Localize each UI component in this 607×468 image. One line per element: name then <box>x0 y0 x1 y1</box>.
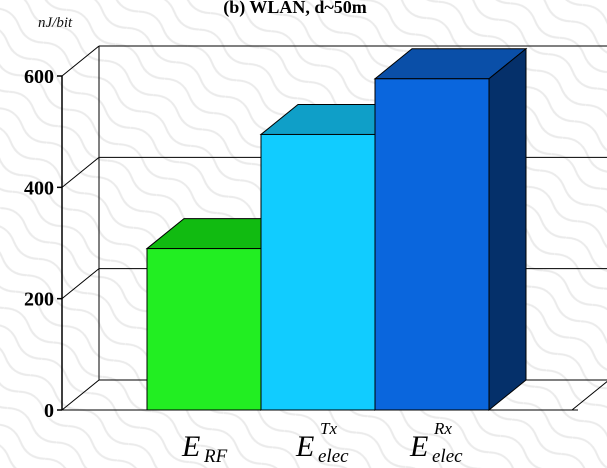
category-label-sup: Tx <box>320 419 337 438</box>
y-tick-label: 200 <box>24 289 54 311</box>
bars <box>145 47 528 412</box>
category-label-sub: RF <box>203 446 228 467</box>
category-label: E RF <box>181 430 228 467</box>
bar-front <box>374 78 490 411</box>
floor-right-edge <box>571 380 607 411</box>
y-axis-unit: nJ/bit <box>38 15 73 31</box>
category-label-sub: elec <box>432 446 463 467</box>
y-tick-label: 400 <box>24 177 54 199</box>
chart-title: (b) WLAN, d~50m <box>223 0 367 18</box>
category-label-main: E <box>409 430 428 463</box>
category-label-main: E <box>295 430 314 463</box>
category-label-main: E <box>181 430 200 463</box>
bar-front <box>146 248 262 411</box>
category-label-sup: Rx <box>433 419 452 438</box>
y-tick-label: 600 <box>24 66 54 88</box>
bar-front <box>260 133 376 411</box>
bar <box>373 47 528 412</box>
gridline-depth <box>61 268 100 300</box>
gridline-depth <box>61 45 100 77</box>
gridline-depth <box>61 379 100 411</box>
y-tick-labels: 0 200 400 600 <box>24 66 54 422</box>
y-tick-label: 0 <box>44 400 54 422</box>
bar-side <box>488 47 527 412</box>
category-label-sub: elec <box>318 446 349 467</box>
gridline-depth <box>61 156 100 188</box>
chart-axes <box>57 75 63 411</box>
